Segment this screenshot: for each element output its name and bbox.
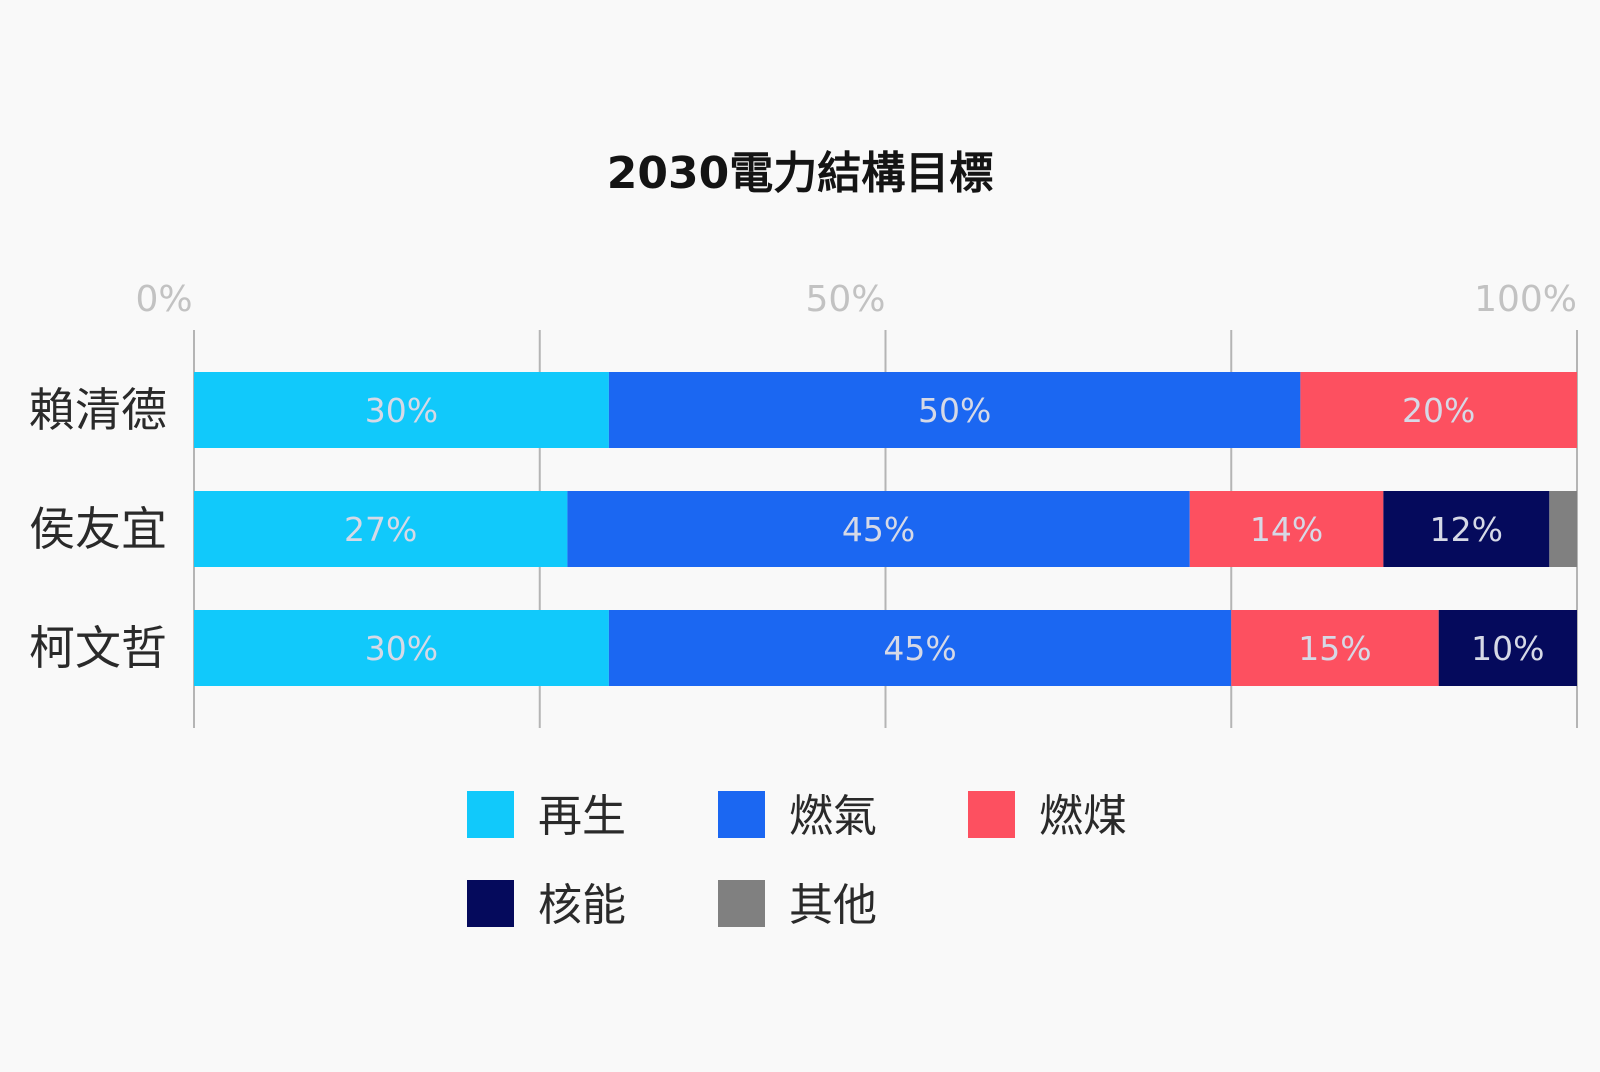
data-label: 12% [1430,510,1503,549]
data-label: 27% [344,510,417,549]
legend-label: 其他 [789,880,877,931]
bar-segment [1300,372,1577,448]
data-label: 20% [1402,391,1475,430]
bar-segment [1231,610,1439,686]
bar-segment [608,610,1232,686]
data-label: 45% [842,510,915,549]
x-axis-ticks: 0% 50% 100% [135,279,1577,320]
category-label: 侯友宜 [29,502,167,556]
legend-label: 燃煤 [1039,791,1127,842]
data-label: 10% [1471,629,1544,668]
data-label: 30% [365,391,438,430]
x-tick-label: 50% [805,279,885,320]
chart-title: 2030電力結構目標 [607,148,993,199]
bars: 30% 50% 20% 27% 45% 14% 12% 30% 45% 15% 10% [194,372,1577,686]
category-label: 賴清德 [29,383,167,437]
data-label: 14% [1250,510,1323,549]
bar-segment [1438,610,1577,686]
bar-segment [194,491,568,567]
category-label: 柯文哲 [29,621,167,675]
legend-label: 再生 [538,791,626,842]
legend-swatch [467,880,514,927]
legend-label: 燃氣 [789,791,877,842]
legend-swatch [467,791,514,838]
bar-segment [1383,491,1550,567]
bar-segment [608,372,1301,448]
bar-segment [567,491,1190,567]
data-label: 15% [1298,629,1371,668]
x-tick-label: 0% [135,279,192,320]
data-label: 50% [918,391,991,430]
data-label: 45% [883,629,956,668]
bar-segment [194,610,609,686]
legend-label: 核能 [538,880,626,931]
bar-segment [194,372,609,448]
legend-swatch [718,880,765,927]
x-tick-label: 100% [1474,279,1577,320]
bar-segment [1189,491,1384,567]
data-label: 30% [365,629,438,668]
legend-swatch [968,791,1015,838]
bar-segment [1549,491,1577,567]
legend-swatch [718,791,765,838]
